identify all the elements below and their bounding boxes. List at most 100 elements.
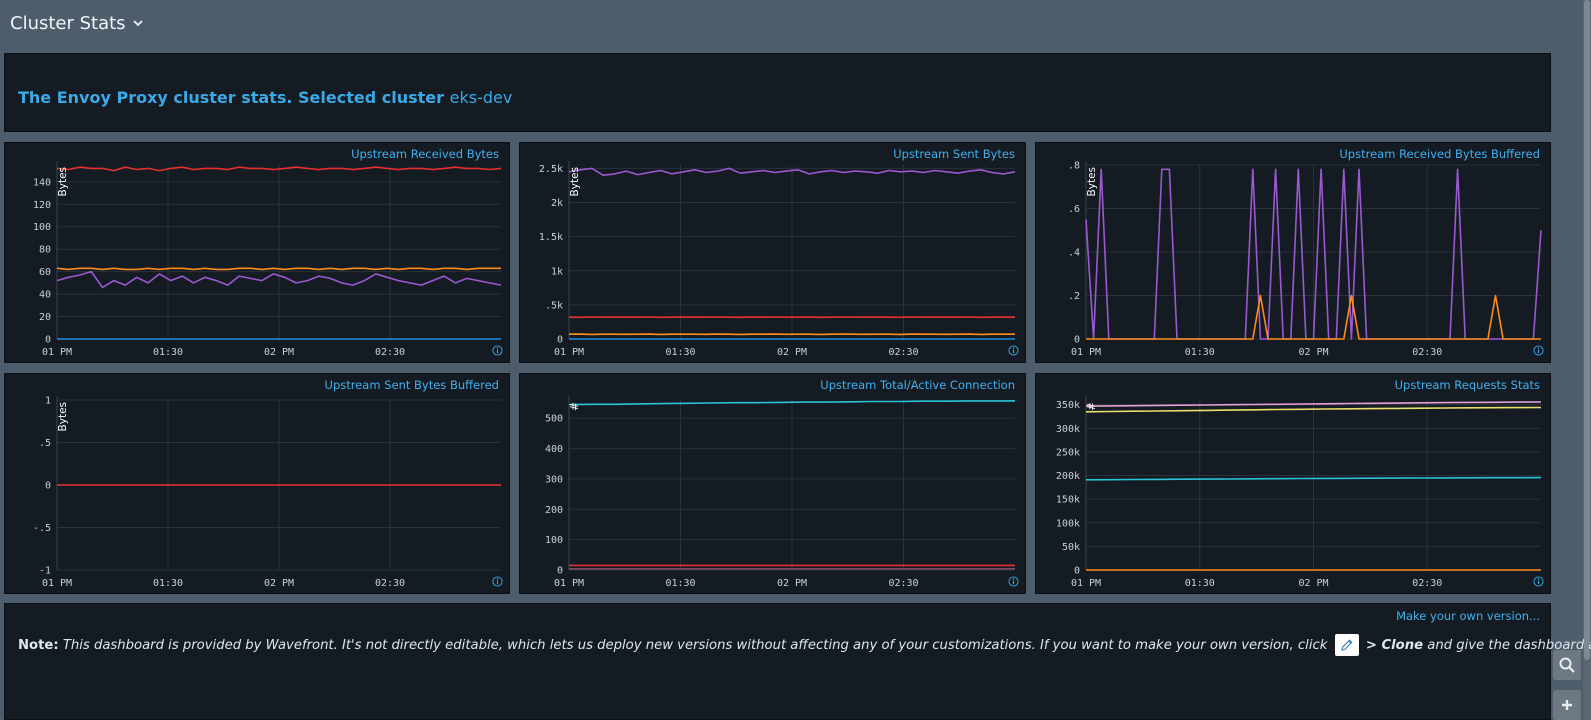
chart-panel: Upstream Requests Stats 0 50k 100k 150k 200k 2… xyxy=(1035,373,1551,594)
chevron-down-icon xyxy=(132,20,143,27)
info-icon[interactable] xyxy=(1008,345,1019,356)
y-tick-label: -.5 xyxy=(33,523,51,534)
x-tick-label: 02 PM xyxy=(1298,347,1328,358)
y-tick-label: 140 xyxy=(33,177,51,188)
series-line xyxy=(1086,294,1541,340)
series-line xyxy=(1085,476,1542,481)
y-tick-label: 50k xyxy=(1062,542,1080,553)
y-tick-label: 1 xyxy=(45,396,51,407)
y-tick-label: 200 xyxy=(545,505,563,516)
y-tick-label: .2 xyxy=(1068,291,1080,302)
x-tick-label: 01 PM xyxy=(42,578,72,589)
series-line xyxy=(56,166,502,172)
x-tick-label: 02:30 xyxy=(375,347,405,358)
page-scrollbar[interactable] xyxy=(1583,0,1591,720)
y-tick-label: 60 xyxy=(39,267,51,278)
x-tick-label: 01 PM xyxy=(554,578,584,589)
x-tick-label: 01:30 xyxy=(1185,578,1215,589)
x-tick-label: 01:30 xyxy=(1185,347,1215,358)
note-text: Note: This dashboard is provided by Wave… xyxy=(18,634,1591,656)
x-tick-label: 02:30 xyxy=(888,578,918,589)
chart-panel: Upstream Sent Bytes 0 .5k 1k 1.5k 2k 2.5k 01 PM… xyxy=(519,142,1026,363)
y-tick-label: 300k xyxy=(1056,424,1080,435)
y-tick-label: 0 xyxy=(1074,335,1080,346)
y-tick-label: 1.5k xyxy=(539,232,563,243)
make-own-version-link[interactable]: Make your own version... xyxy=(1396,609,1540,623)
pencil-icon xyxy=(1340,639,1353,651)
series-line xyxy=(568,400,1015,406)
x-tick-label: 01:30 xyxy=(665,578,695,589)
note-panel: Make your own version... Note: This dash… xyxy=(4,603,1591,720)
series-line xyxy=(1085,406,1542,413)
y-axis-label: # xyxy=(569,402,581,411)
search-button[interactable] xyxy=(1553,650,1581,680)
chart-panel: Upstream Total/Active Connection 0 100 200 3… xyxy=(519,373,1026,594)
chart-title[interactable]: Upstream Sent Bytes Buffered xyxy=(324,378,499,392)
series-line xyxy=(56,267,501,271)
chart-title[interactable]: Upstream Requests Stats xyxy=(1394,378,1540,392)
section-title: Cluster Stats xyxy=(10,12,126,34)
x-tick-label: 01:30 xyxy=(153,578,183,589)
y-axis-label: # xyxy=(1086,402,1098,411)
scrollbar-thumb[interactable] xyxy=(1584,0,1590,660)
y-tick-label: 0 xyxy=(45,335,51,346)
y-tick-label: 1k xyxy=(551,266,563,277)
chart-panel: Upstream Received Bytes Buffered 0 .2 .4 .6.… xyxy=(1035,142,1551,363)
info-icon[interactable] xyxy=(492,576,503,587)
y-tick-label: 400 xyxy=(545,444,563,455)
y-tick-label: .5k xyxy=(545,300,563,311)
info-icon[interactable] xyxy=(1533,576,1544,587)
y-tick-label: 300 xyxy=(545,474,563,485)
series-line xyxy=(56,270,502,289)
y-tick-label: .4 xyxy=(1068,248,1080,259)
plus-icon xyxy=(1562,700,1572,710)
chart-title[interactable]: Upstream Received Bytes xyxy=(351,147,499,161)
chart-svg: 0 50k 100k 150k 200k 250k 300k 350k 01 PM 01:30 02… xyxy=(1056,396,1542,589)
chart-title[interactable]: Upstream Received Bytes Buffered xyxy=(1339,147,1540,161)
y-tick-label: 0 xyxy=(1074,566,1080,577)
x-tick-label: 01 PM xyxy=(1071,578,1101,589)
section-header-cluster-stats[interactable]: Cluster Stats xyxy=(10,10,144,36)
note-body: This dashboard is provided by Wavefront.… xyxy=(62,638,1328,653)
x-tick-label: 02:30 xyxy=(1412,347,1442,358)
x-tick-label: 02 PM xyxy=(264,578,294,589)
x-tick-label: 01 PM xyxy=(1071,347,1101,358)
y-axis-label: Bytes xyxy=(569,167,581,196)
y-tick-label: 120 xyxy=(33,200,51,211)
x-tick-label: 01 PM xyxy=(42,347,72,358)
banner-panel: The Envoy Proxy cluster stats. Selected … xyxy=(4,53,1551,132)
y-tick-label: -1 xyxy=(39,566,51,577)
note-label: Note: xyxy=(18,638,59,653)
y-tick-label: 100k xyxy=(1056,518,1080,529)
x-tick-label: 02 PM xyxy=(264,347,294,358)
y-tick-label: 150k xyxy=(1056,495,1080,506)
series-line xyxy=(568,167,1016,177)
search-icon xyxy=(1559,657,1575,673)
chart-title[interactable]: Upstream Sent Bytes xyxy=(893,147,1015,161)
x-tick-label: 02:30 xyxy=(888,347,918,358)
chart-svg: 0 100 200 300 400 500 01 PM 01:30 02 PM 02:30 # xyxy=(545,396,1015,589)
y-tick-label: 0 xyxy=(45,481,51,492)
clone-instruction: > Clone xyxy=(1365,638,1424,653)
chart-title[interactable]: Upstream Total/Active Connection xyxy=(820,378,1015,392)
x-tick-label: 02 PM xyxy=(1298,578,1328,589)
y-tick-label: .8 xyxy=(1068,161,1080,172)
info-icon[interactable] xyxy=(1008,576,1019,587)
x-tick-label: 01:30 xyxy=(665,347,695,358)
info-icon[interactable] xyxy=(492,345,503,356)
x-tick-label: 01 PM xyxy=(554,347,584,358)
add-button[interactable] xyxy=(1553,690,1581,720)
info-icon[interactable] xyxy=(1533,345,1544,356)
y-axis-label: Bytes xyxy=(57,167,69,196)
y-tick-label: 0 xyxy=(557,566,563,577)
y-tick-label: 20 xyxy=(39,312,51,323)
y-tick-label: .6 xyxy=(1068,204,1080,215)
x-tick-label: 02:30 xyxy=(375,578,405,589)
chart-svg: -1 -.5 0 .5 1 01 PM 01:30 02 PM 02:30 Bytes xyxy=(33,396,501,589)
series-line xyxy=(1085,401,1542,407)
edit-dashboard-button[interactable] xyxy=(1334,634,1359,656)
banner-description: The Envoy Proxy cluster stats. Selected … xyxy=(18,88,445,107)
y-tick-label: 200k xyxy=(1056,471,1080,482)
x-tick-label: 01:30 xyxy=(153,347,183,358)
chart-svg: 0 .5k 1k 1.5k 2k 2.5k 01 PM 01:30 02 PM 02:30 Byte… xyxy=(539,161,1016,358)
